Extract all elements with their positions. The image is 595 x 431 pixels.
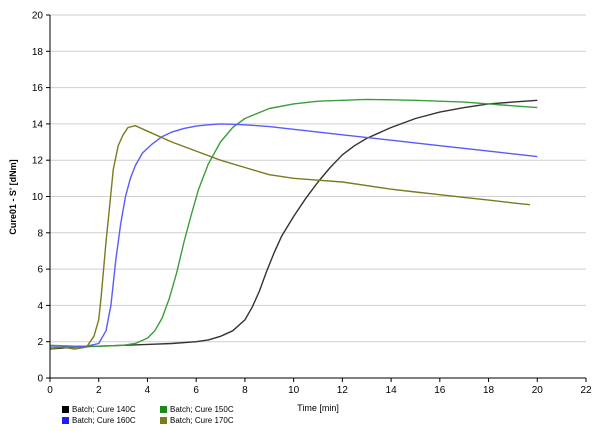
- series-line-batch-cure-150c: [49, 98, 538, 347]
- legend-label: Batch; Cure 150C: [170, 405, 234, 414]
- x-tick-label: 8: [242, 385, 248, 396]
- x-tick-label: 2: [96, 385, 102, 396]
- legend-label: Batch; Cure 140C: [72, 405, 136, 414]
- y-tick-label: 10: [32, 192, 44, 203]
- legend-item-160c: Batch; Cure 160C: [62, 416, 160, 425]
- series-lines: [49, 98, 538, 350]
- series-line-batch-cure-140c: [49, 99, 538, 350]
- x-tick-label: 4: [145, 385, 151, 396]
- x-tick-label: 22: [580, 385, 592, 396]
- grid-lines: [50, 14, 586, 343]
- x-tick-label: 14: [386, 385, 398, 396]
- series-line-batch-cure-170c: [49, 124, 531, 350]
- x-tick-label: 20: [532, 385, 544, 396]
- x-tick-label: 6: [193, 385, 199, 396]
- y-tick-label: 16: [32, 83, 44, 94]
- legend-item-140c: Batch; Cure 140C: [62, 405, 160, 414]
- y-ticks: 0 2 4 6 8 10 12 14 16 18 20: [32, 11, 50, 385]
- legend-label: Batch; Cure 170C: [170, 416, 234, 425]
- legend-item-150c: Batch; Cure 150C: [160, 405, 270, 414]
- y-axis-title: Cure01 - S' [dNm]: [8, 159, 18, 234]
- legend-swatch: [160, 406, 167, 413]
- legend-swatch: [160, 417, 167, 424]
- legend-swatch: [62, 417, 69, 424]
- y-tick-label: 14: [32, 119, 44, 130]
- y-tick-label: 2: [37, 337, 43, 348]
- x-tick-label: 0: [47, 385, 53, 396]
- y-tick-label: 0: [37, 374, 43, 385]
- x-tick-label: 18: [483, 385, 495, 396]
- x-tick-label: 12: [337, 385, 349, 396]
- legend: Batch; Cure 140C Batch; Cure 150C Batch;…: [62, 405, 292, 425]
- legend-label: Batch; Cure 160C: [72, 416, 136, 425]
- x-tick-label: 10: [288, 385, 300, 396]
- y-tick-label: 4: [37, 301, 43, 312]
- x-axis-title: Time [min]: [297, 403, 339, 413]
- legend-swatch: [62, 406, 69, 413]
- y-tick-label: 12: [32, 156, 44, 167]
- y-tick-label: 6: [37, 265, 43, 276]
- y-tick-label: 18: [32, 47, 44, 58]
- x-tick-label: 16: [434, 385, 446, 396]
- series-line-batch-cure-160c: [50, 123, 538, 348]
- x-ticks: 0 2 4 6 8 10 12 14 16 18 20 22: [47, 378, 592, 396]
- y-tick-label: 20: [32, 11, 44, 22]
- y-tick-label: 8: [37, 228, 43, 239]
- legend-item-170c: Batch; Cure 170C: [160, 416, 270, 425]
